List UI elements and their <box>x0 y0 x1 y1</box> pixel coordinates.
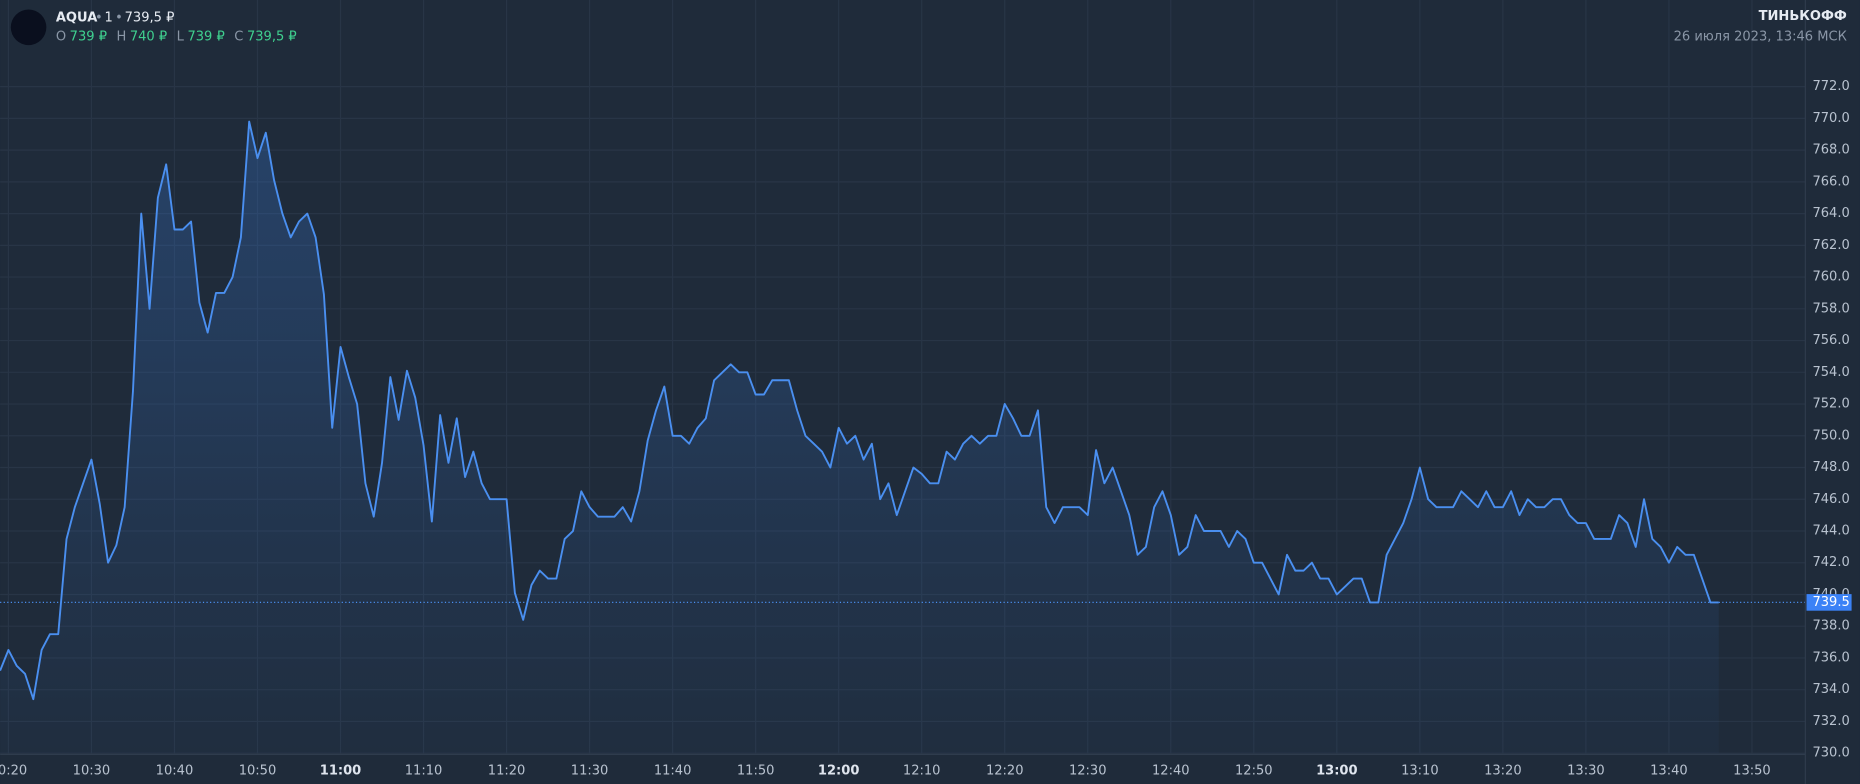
y-tick-label: 746.0 <box>1812 492 1849 507</box>
x-tick-label: 11:40 <box>654 763 692 778</box>
x-tick-label: 12:30 <box>1069 763 1107 778</box>
price: 739,5 ₽ <box>125 10 175 25</box>
ohlc-value: 739 ₽ <box>70 29 107 44</box>
x-tick-label: 11:10 <box>405 763 443 778</box>
y-tick-label: 730.0 <box>1812 746 1849 761</box>
x-tick-label: 11:50 <box>737 763 775 778</box>
ohlc-value: 740 ₽ <box>130 29 167 44</box>
y-tick-label: 754.0 <box>1812 365 1849 380</box>
y-tick-label: 768.0 <box>1812 143 1849 158</box>
x-tick-label: 13:10 <box>1401 763 1439 778</box>
x-tick-label: 11:30 <box>571 763 609 778</box>
x-tick-label: 13:30 <box>1567 763 1605 778</box>
x-tick-label: 10:20 <box>0 763 27 778</box>
y-tick-label: 742.0 <box>1812 555 1849 570</box>
y-tick-label: 750.0 <box>1812 428 1849 443</box>
ohlc-value: 739 ₽ <box>187 29 224 44</box>
x-tick-label: 12:10 <box>903 763 941 778</box>
y-tick-label: 748.0 <box>1812 460 1849 475</box>
ohlc-label: L <box>177 29 185 44</box>
y-tick-label: 758.0 <box>1812 301 1849 316</box>
ohlc-label: H <box>116 29 126 44</box>
interval: 1 <box>104 10 112 25</box>
y-tick-label: 766.0 <box>1812 174 1849 189</box>
brand: ТИНЬКОФФ <box>1759 9 1847 24</box>
x-tick-label: 13:50 <box>1733 763 1771 778</box>
x-tick-label: 12:20 <box>986 763 1024 778</box>
x-tick-label: 12:40 <box>1152 763 1190 778</box>
y-tick-label: 744.0 <box>1812 523 1849 538</box>
y-tick-label: 752.0 <box>1812 397 1849 412</box>
plot <box>0 120 1806 754</box>
x-tick-label: 10:30 <box>73 763 111 778</box>
ohlc-label: C <box>234 29 243 44</box>
y-tick-label: 764.0 <box>1812 206 1849 221</box>
line <box>0 120 1719 701</box>
y-tick-label: 756.0 <box>1812 333 1849 348</box>
y-tick-label: 760.0 <box>1812 270 1849 285</box>
x-tick-label: 10:50 <box>239 763 277 778</box>
y-tick-label: 762.0 <box>1812 238 1849 253</box>
last-price-box <box>1806 594 1852 611</box>
ticker: AQUA <box>56 10 98 25</box>
y-tick-label: 732.0 <box>1812 714 1849 729</box>
separator: • <box>115 10 123 25</box>
x-tick-label: 11:20 <box>488 763 526 778</box>
logo <box>10 9 47 46</box>
area <box>0 121 1719 754</box>
separator: • <box>95 10 103 25</box>
y-tick-label: 770.0 <box>1812 111 1849 126</box>
x-tick-label: 12:50 <box>1235 763 1273 778</box>
ohlc-label: O <box>56 29 66 44</box>
x-tick-label: 10:40 <box>156 763 194 778</box>
y-tick-label: 736.0 <box>1812 650 1849 665</box>
x-tick-label: 13:00 <box>1316 763 1357 778</box>
x-tick-label: 13:20 <box>1484 763 1522 778</box>
y-tick-label: 738.0 <box>1812 619 1849 634</box>
axes: 730.0732.0734.0736.0738.0740.0742.0744.0… <box>0 79 1852 778</box>
y-tick-label: 734.0 <box>1812 682 1849 697</box>
ohlc: O 739 ₽ H 740 ₽ L 739 ₽ C 739,5 ₽ <box>56 29 297 44</box>
timestamp: 26 июля 2023, 13:46 МСК <box>1674 29 1847 44</box>
x-tick-label: 12:00 <box>818 763 859 778</box>
x-tick-label: 11:00 <box>320 763 361 778</box>
last-price-label: 739.5 <box>1812 595 1849 610</box>
ohlc-value: 739,5 ₽ <box>247 29 297 44</box>
x-tick-label: 13:40 <box>1650 763 1688 778</box>
y-tick-label: 772.0 <box>1812 79 1849 94</box>
